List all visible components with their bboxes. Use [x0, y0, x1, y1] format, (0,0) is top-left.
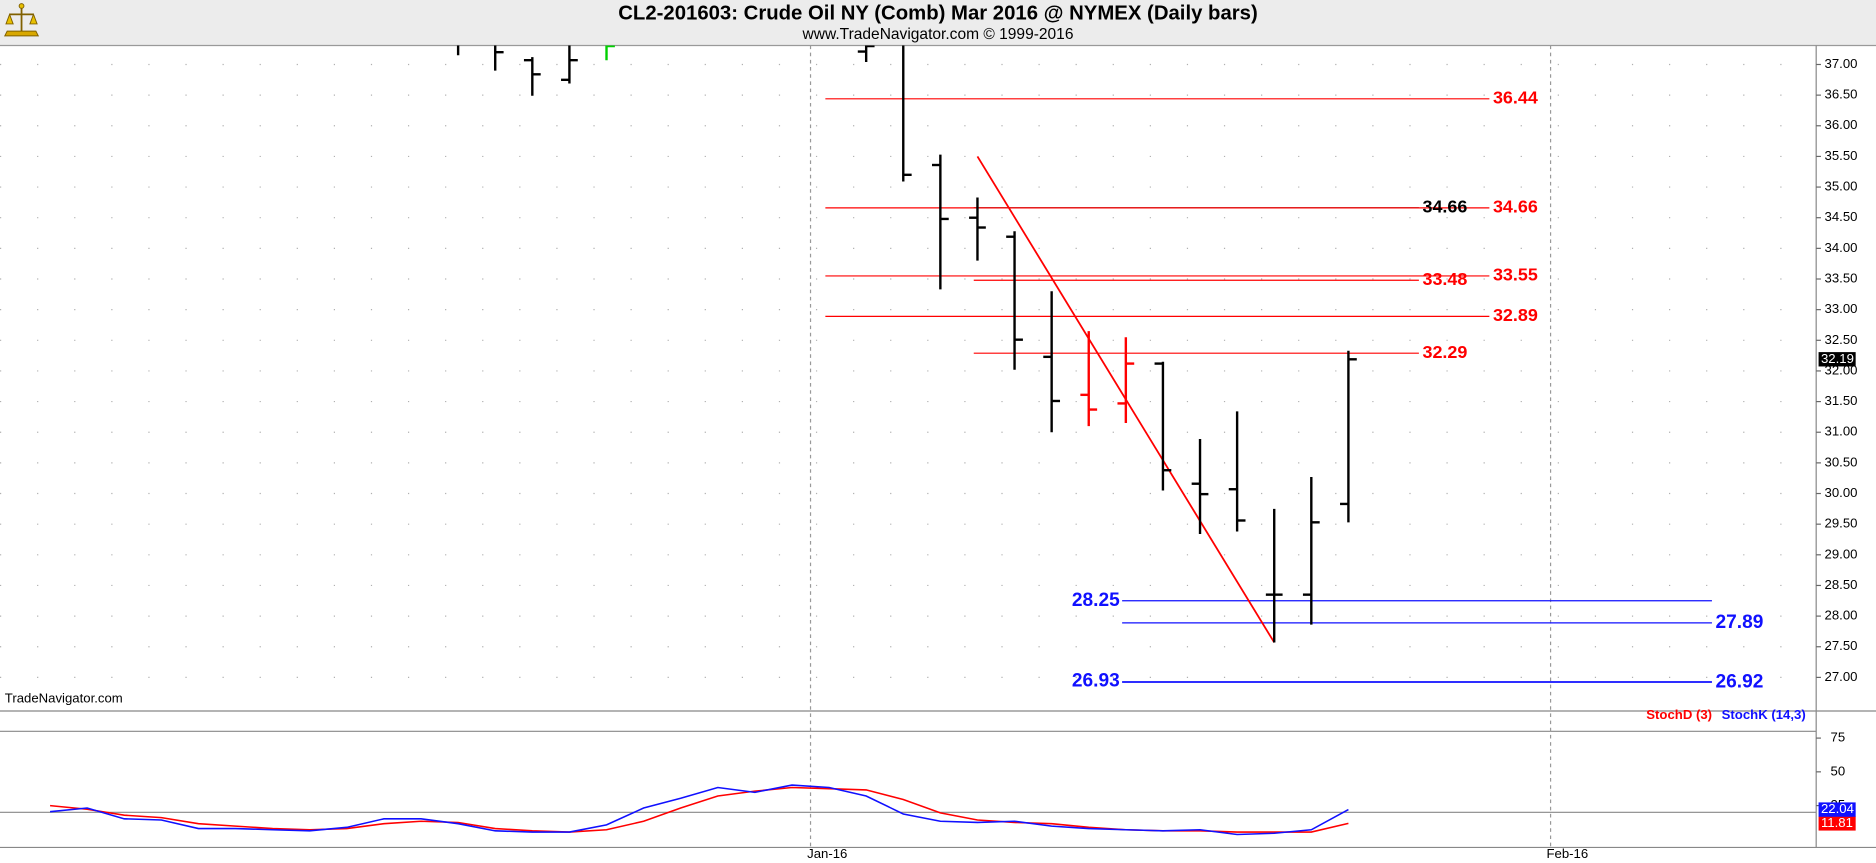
value-tag-label: 11.81	[1821, 815, 1853, 830]
value-tag	[1818, 802, 1856, 817]
y-tick-label: 30.50	[1825, 454, 1858, 469]
legend-entry: StochD (3)	[1646, 707, 1712, 722]
level-label: 33.48	[1422, 269, 1467, 289]
value-tag-label: 22.04	[1821, 801, 1854, 816]
stoch-line	[50, 784, 1349, 836]
chart-subtitle: www.TradeNavigator.com © 1999-2016	[802, 26, 1074, 43]
watermark: TradeNavigator.com	[5, 690, 123, 705]
y-tick-label: 27.50	[1825, 638, 1858, 653]
y-tick-label: 35.50	[1825, 148, 1858, 163]
level-label: 34.66	[1422, 197, 1467, 217]
x-tick-label: Jan-16	[807, 846, 847, 861]
level-label: 28.25	[1072, 590, 1120, 611]
level-label: 32.29	[1422, 342, 1467, 362]
y-tick-label: 30.00	[1825, 485, 1858, 500]
level-label: 33.55	[1493, 265, 1538, 285]
y-tick-label: 35.00	[1825, 179, 1858, 194]
header	[0, 0, 1876, 46]
level-label: 27.89	[1716, 612, 1764, 633]
y-tick-label: 29.00	[1825, 546, 1858, 561]
value-tag	[1818, 816, 1856, 831]
plot-area	[456, 45, 1712, 683]
y-tick-label: 31.50	[1825, 393, 1858, 408]
level-label: 32.89	[1493, 305, 1538, 325]
last-price-tag	[1818, 352, 1856, 367]
y-tick-label: 32.50	[1825, 332, 1858, 347]
last-price-label: 32.19	[1821, 351, 1854, 366]
y-tick-label: 36.00	[1825, 117, 1858, 132]
y-tick-label: 34.50	[1825, 209, 1858, 224]
level-label: 26.92	[1716, 671, 1764, 692]
y-tick-label: 28.50	[1825, 577, 1858, 592]
y-tick-label: 27.00	[1825, 669, 1858, 684]
y-tick-label: 50	[1831, 763, 1846, 778]
chart-title: CL2-201603: Crude Oil NY (Comb) Mar 2016…	[618, 3, 1258, 25]
y-tick-label: 37.00	[1825, 56, 1858, 71]
y-tick-label: 31.00	[1825, 424, 1858, 439]
y-tick-label: 29.50	[1825, 516, 1858, 531]
y-tick-label: 75	[1831, 730, 1846, 745]
level-label: 26.93	[1072, 671, 1120, 692]
y-tick-label: 33.50	[1825, 270, 1858, 285]
x-tick-label: Feb-16	[1546, 846, 1588, 861]
legend-entry: StochK (14,3)	[1722, 707, 1806, 722]
y-tick-label: 33.00	[1825, 301, 1858, 316]
y-tick-label: 34.00	[1825, 240, 1858, 255]
logo	[4, 3, 40, 37]
level-label: 34.66	[1493, 197, 1538, 217]
level-label: 36.44	[1493, 88, 1538, 108]
y-tick-label: 36.50	[1825, 87, 1858, 102]
y-tick-label: 28.00	[1825, 608, 1858, 623]
